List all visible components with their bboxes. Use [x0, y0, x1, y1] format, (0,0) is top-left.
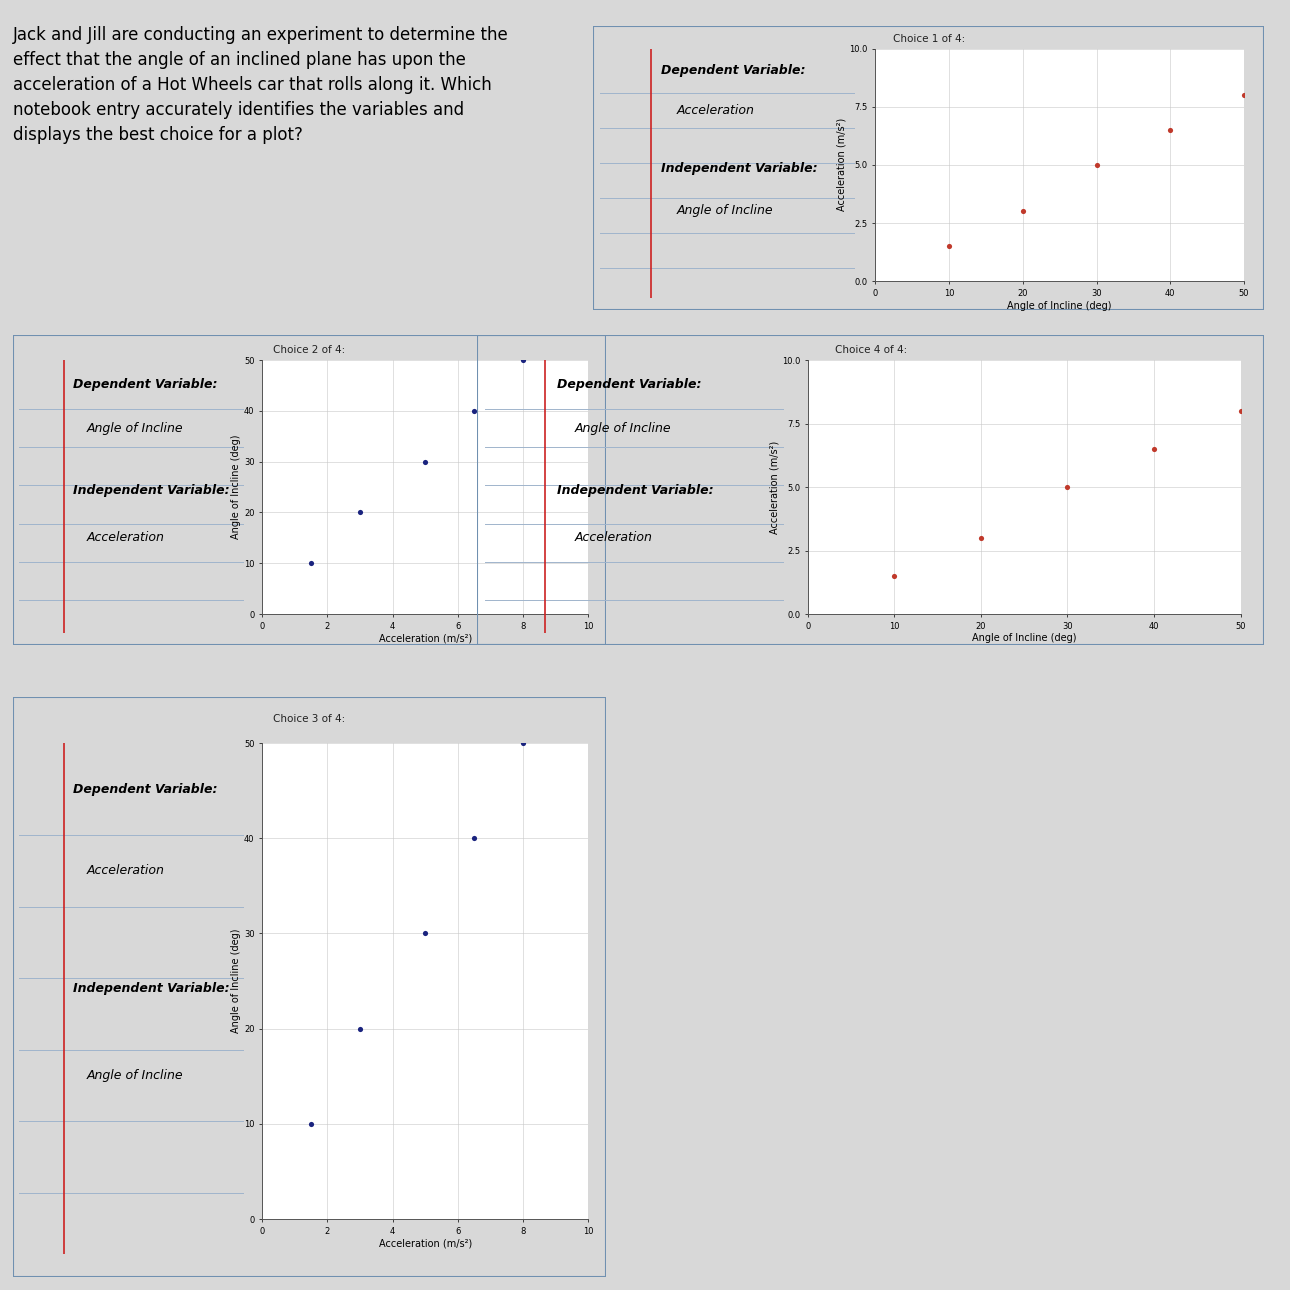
Text: Independent Variable:: Independent Variable:: [662, 161, 818, 175]
Point: [1086, 155, 1107, 175]
Y-axis label: Angle of Incline (deg): Angle of Incline (deg): [231, 435, 241, 539]
Point: [1233, 85, 1254, 106]
Text: Dependent Variable:: Dependent Variable:: [74, 783, 218, 796]
Point: [301, 1113, 321, 1134]
Text: Dependent Variable:: Dependent Variable:: [74, 378, 218, 391]
Text: Angle of Incline: Angle of Incline: [86, 422, 183, 435]
Text: Independent Variable:: Independent Variable:: [74, 485, 230, 498]
Text: Choice 2 of 4:: Choice 2 of 4:: [273, 344, 346, 355]
Point: [939, 236, 960, 257]
Text: Acceleration: Acceleration: [86, 864, 164, 877]
Point: [1144, 439, 1165, 459]
Point: [884, 565, 904, 586]
X-axis label: Acceleration (m/s²): Acceleration (m/s²): [379, 633, 472, 644]
Y-axis label: Acceleration (m/s²): Acceleration (m/s²): [836, 119, 846, 212]
Point: [350, 1018, 370, 1038]
Text: Jack and Jill are conducting an experiment to determine the
effect that the angl: Jack and Jill are conducting an experime…: [13, 26, 508, 143]
Text: Independent Variable:: Independent Variable:: [557, 485, 713, 498]
X-axis label: Angle of Incline (deg): Angle of Incline (deg): [1007, 301, 1112, 311]
Point: [415, 451, 436, 472]
Text: Acceleration: Acceleration: [676, 104, 755, 117]
Text: Choice 1 of 4:: Choice 1 of 4:: [893, 35, 965, 44]
Y-axis label: Angle of Incline (deg): Angle of Incline (deg): [231, 929, 241, 1033]
Point: [464, 828, 485, 849]
X-axis label: Angle of Incline (deg): Angle of Incline (deg): [971, 633, 1076, 644]
Text: Angle of Incline: Angle of Incline: [86, 1068, 183, 1081]
Point: [970, 528, 991, 548]
Text: Dependent Variable:: Dependent Variable:: [557, 378, 702, 391]
Text: Angle of Incline: Angle of Incline: [575, 422, 672, 435]
Point: [1231, 401, 1251, 422]
Text: Dependent Variable:: Dependent Variable:: [662, 64, 806, 77]
Point: [1013, 201, 1033, 222]
Text: Acceleration: Acceleration: [86, 530, 164, 544]
Point: [1057, 477, 1077, 498]
Point: [513, 733, 534, 753]
Point: [1160, 120, 1180, 141]
Text: Acceleration: Acceleration: [575, 530, 653, 544]
Y-axis label: Acceleration (m/s²): Acceleration (m/s²): [769, 440, 779, 534]
Point: [513, 350, 534, 370]
Point: [350, 502, 370, 522]
X-axis label: Acceleration (m/s²): Acceleration (m/s²): [379, 1238, 472, 1249]
Text: Choice 4 of 4:: Choice 4 of 4:: [835, 344, 907, 355]
Point: [415, 924, 436, 944]
Point: [301, 553, 321, 574]
Text: Angle of Incline: Angle of Incline: [676, 204, 773, 217]
Point: [464, 401, 485, 422]
Text: Independent Variable:: Independent Variable:: [74, 982, 230, 995]
Text: Choice 3 of 4:: Choice 3 of 4:: [273, 715, 346, 724]
